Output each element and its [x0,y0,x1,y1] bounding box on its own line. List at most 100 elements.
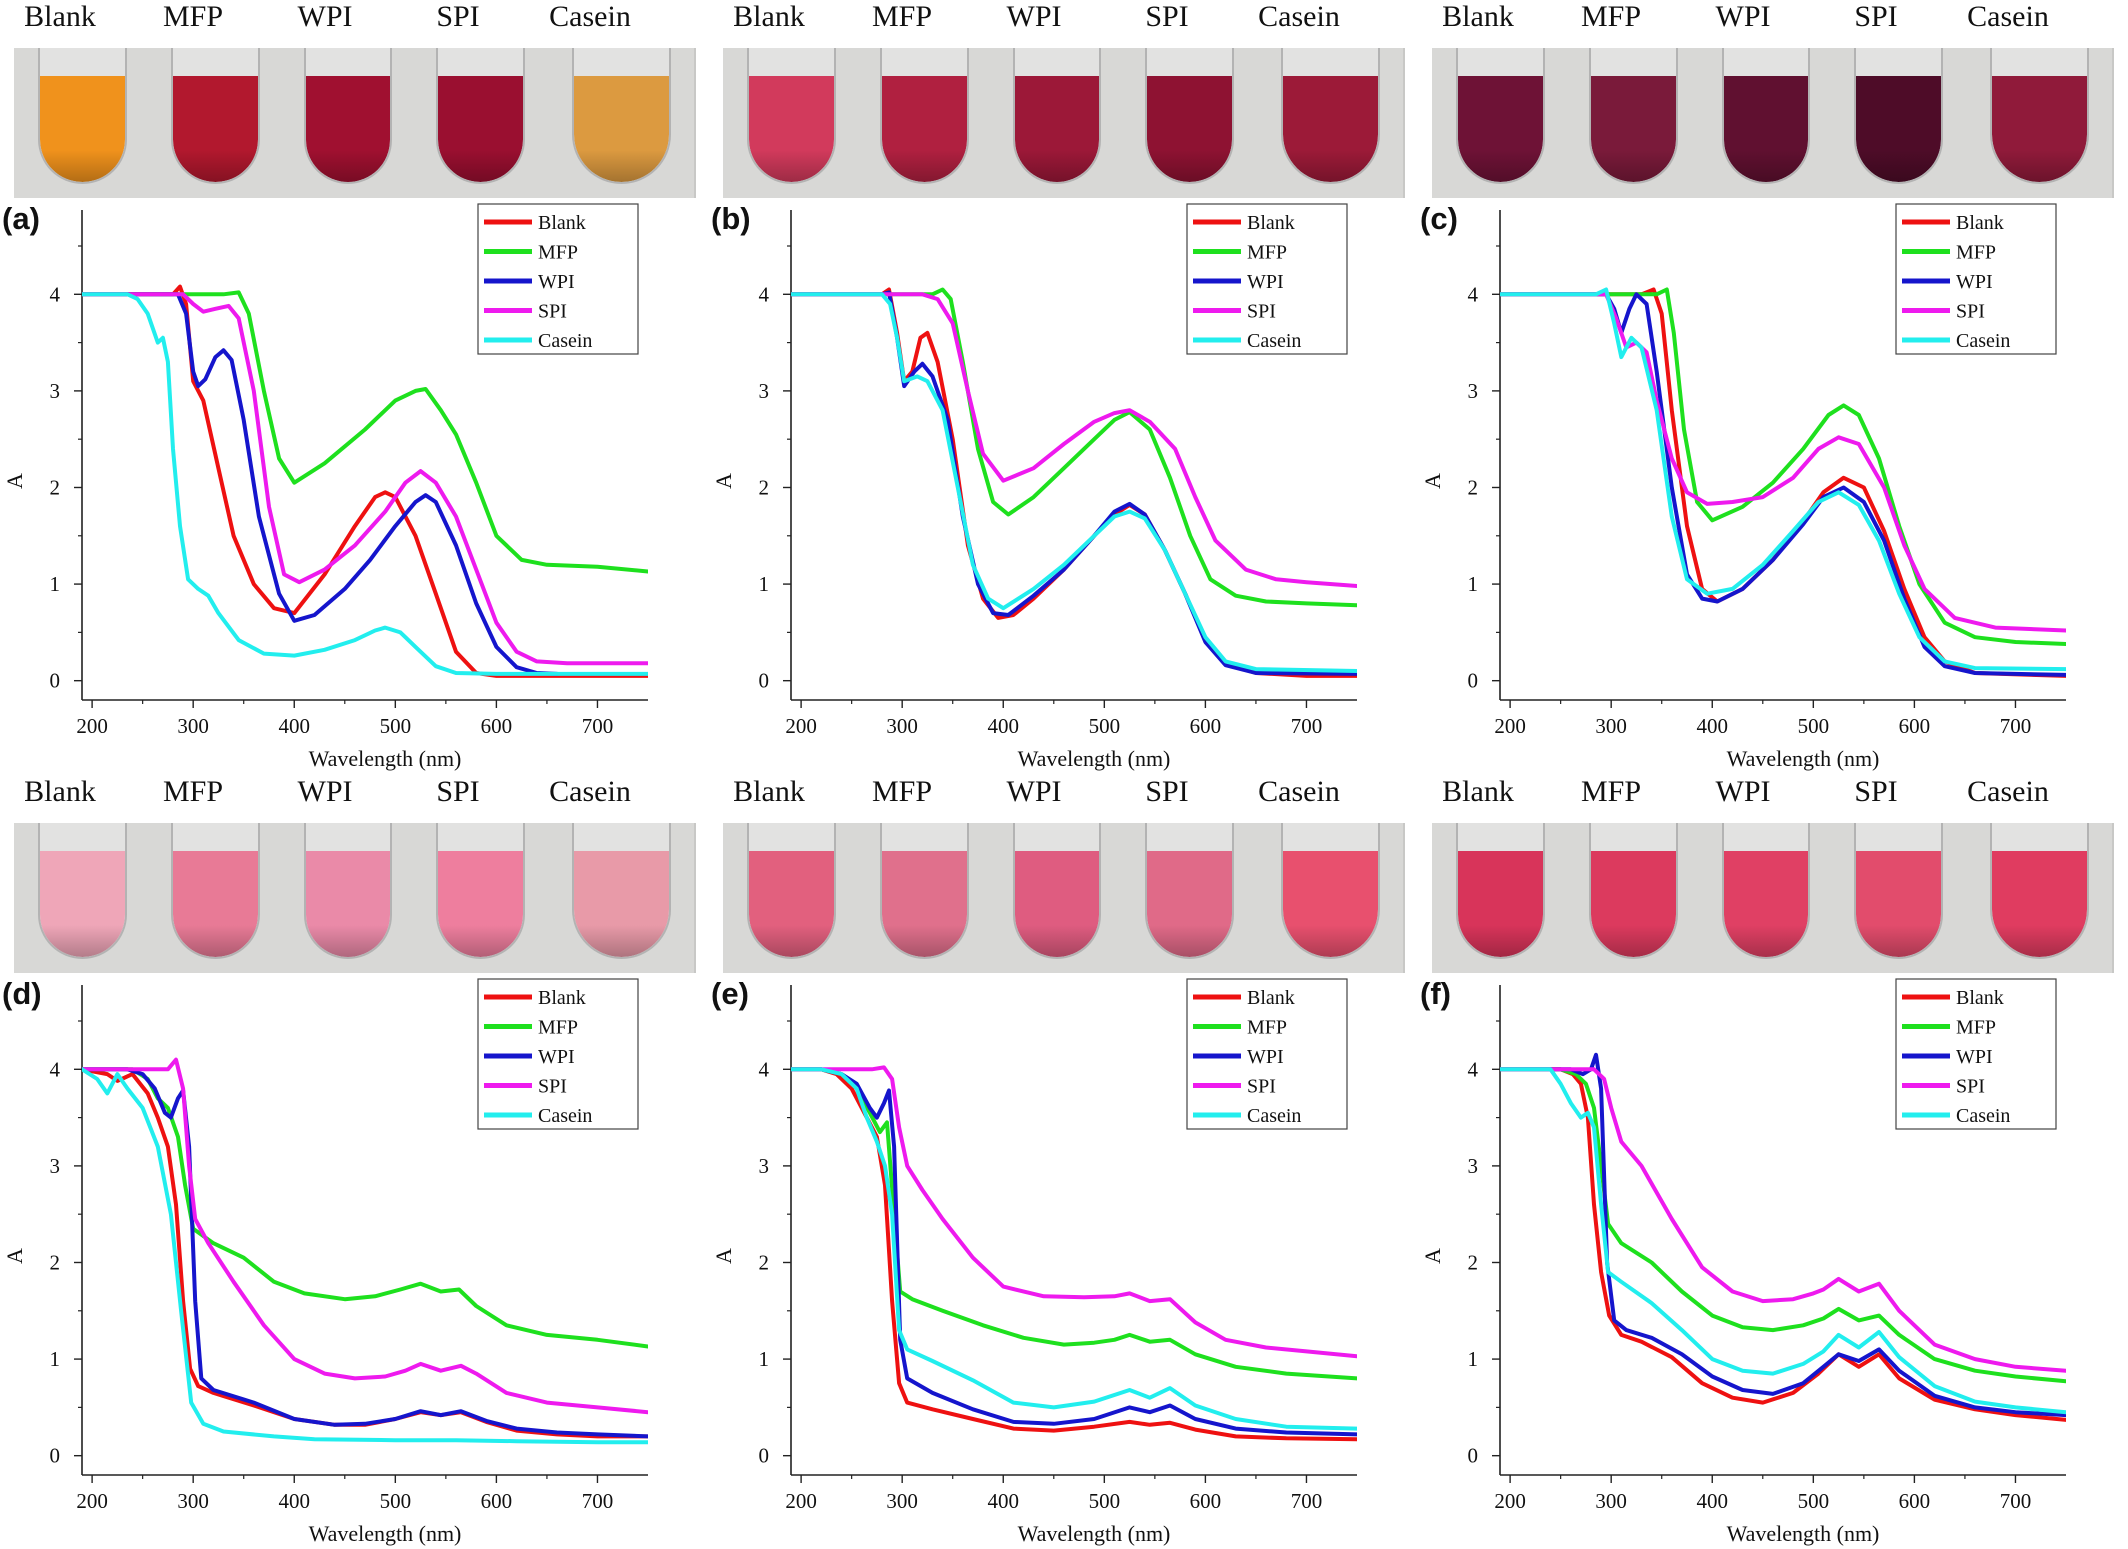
tube-photo-strip [723,48,1405,198]
tube-solution [1855,75,1942,182]
y-tick-label: 4 [759,1057,770,1081]
y-tick-label: 0 [759,669,770,693]
tube-label-blank: Blank [1442,0,1514,33]
tube-photo-casein [545,823,696,973]
series-line-casein [82,292,648,676]
x-axis-title: Wavelength (nm) [309,746,462,771]
tube-solution [39,75,126,182]
series-line-mfp [791,1067,1357,1381]
legend-label-mfp: MFP [538,242,578,264]
legend-label-wpi: WPI [1247,271,1284,293]
tube-photo-blank [723,823,858,973]
test-tube [879,48,970,184]
tube-solution [172,850,259,957]
tube-photo-strip [14,823,696,973]
tube-solution [1723,850,1809,957]
tube-solution [881,75,968,182]
y-tick-label: 3 [1468,1154,1479,1178]
test-tube [1455,48,1546,184]
tube-label-row: Blank MFP WPI SPI Casein [709,0,1418,44]
tube-solution [1282,850,1379,957]
tube-solution [437,75,524,182]
panel-letter: (e) [711,976,749,1011]
y-tick-label: 3 [759,1154,770,1178]
y-tick-label: 3 [50,379,61,403]
test-tube [1721,823,1811,959]
tube-label-mfp: MFP [871,0,933,33]
tube-photo-blank [14,48,149,198]
tube-photo-blank [14,823,149,973]
tube-photo-mfp [856,823,991,973]
x-tick-label: 600 [1190,714,1222,738]
tube-solution [573,75,670,182]
tube-label-spi: SPI [436,775,480,808]
y-axis-title: A [2,473,27,489]
tube-label-wpi: WPI [297,0,353,33]
tube-photo-strip [1432,823,2114,973]
test-tube [571,823,672,959]
x-tick-label: 200 [785,714,817,738]
legend-label-mfp: MFP [538,1017,578,1039]
x-tick-label: 400 [1697,714,1729,738]
panel-b: Blank MFP WPI SPI Casein (b) 200 300 400 500 600 70… [709,0,1418,774]
tube-photo-casein [1963,823,2114,973]
test-tube [1280,48,1381,184]
x-tick-label: 500 [1798,714,1830,738]
x-tick-label: 700 [2000,1489,2032,1513]
tube-solution [573,850,670,957]
x-tick-label: 500 [1089,1489,1121,1513]
panel-letter: (b) [711,201,751,236]
tube-label-blank: Blank [1442,775,1514,808]
tube-solution [305,75,391,182]
x-tick-label: 400 [279,1489,311,1513]
panel-f: Blank MFP WPI SPI Casein (f) 200 300 400 500 600 70… [1418,775,2127,1549]
legend: Blank MFP WPI SPI Casein [1186,203,1348,355]
panel-d: Blank MFP WPI SPI Casein (d) 200 300 400 500 600 70… [0,775,709,1549]
tube-label-row: Blank MFP WPI SPI Casein [1418,0,2127,44]
x-tick-label: 400 [988,1489,1020,1513]
tube-photo-casein [1963,48,2114,198]
legend: Blank MFP WPI SPI Casein [477,978,639,1130]
test-tube [1853,823,1944,959]
tube-solution [437,850,524,957]
tube-photo-strip [723,823,1405,973]
x-tick-label: 600 [481,714,513,738]
x-tick-label: 700 [2000,714,2032,738]
tube-photo-wpi [989,48,1123,198]
series-line-wpi [82,1067,648,1439]
tube-label-casein: Casein [549,775,631,808]
legend-label-blank: Blank [1247,212,1295,234]
tube-label-mfp: MFP [162,775,224,808]
legend-label-wpi: WPI [1247,1046,1284,1068]
tube-label-row: Blank MFP WPI SPI Casein [709,775,1418,819]
tube-photo-wpi [989,823,1123,973]
legend-label-casein: Casein [538,330,592,352]
tube-photo-strip [14,48,696,198]
y-tick-label: 2 [1468,1250,1479,1274]
y-tick-label: 3 [50,1154,61,1178]
x-tick-label: 400 [988,714,1020,738]
tube-solution [1855,850,1942,957]
tube-photo-mfp [147,48,282,198]
series-line-casein [791,1067,1357,1431]
y-tick-label: 1 [1468,1347,1479,1371]
x-tick-label: 600 [481,1489,513,1513]
test-tube [1012,823,1102,959]
tube-label-blank: Blank [733,0,805,33]
y-tick-label: 2 [1468,475,1479,499]
legend-label-spi: SPI [538,301,567,323]
test-tube [435,823,526,959]
legend-label-spi: SPI [1247,1076,1276,1098]
tube-photo-casein [1254,48,1405,198]
x-tick-label: 700 [1291,714,1323,738]
test-tube [303,823,393,959]
x-tick-label: 300 [177,1489,209,1513]
legend-label-blank: Blank [538,987,586,1009]
y-tick-label: 0 [50,669,61,693]
series-line-mfp [82,1067,648,1349]
tube-solution [748,850,835,957]
spectrum-chart-c: (c) 200 300 400 500 600 700 0 1 2 3 4 Wavelength (nm… [1420,201,2066,771]
legend-label-spi: SPI [1956,301,1985,323]
x-tick-label: 300 [1595,1489,1627,1513]
legend: Blank MFP WPI SPI Casein [477,203,639,355]
